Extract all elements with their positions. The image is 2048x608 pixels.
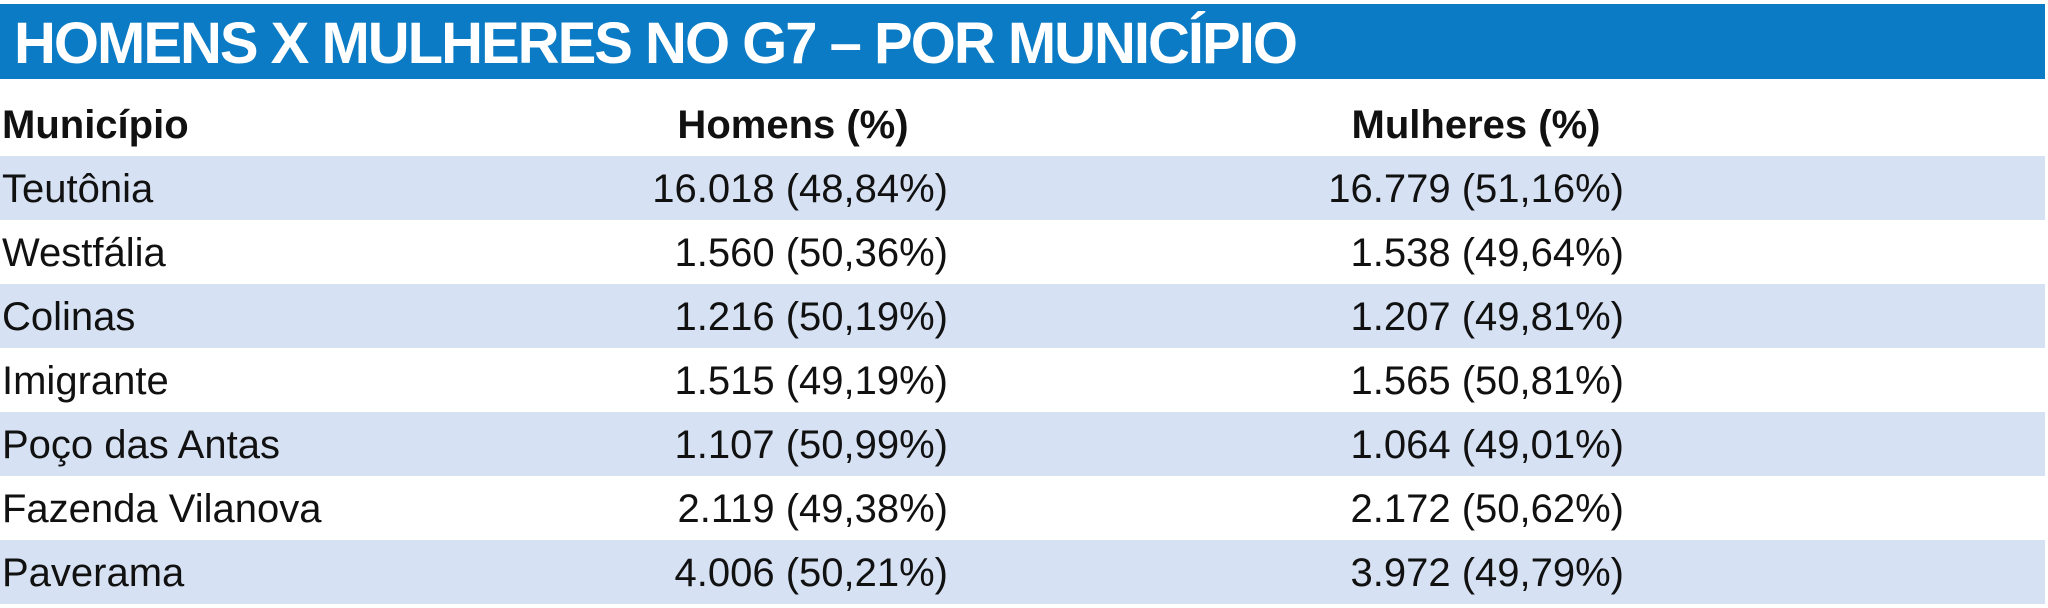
column-header: Mulheres (%): [1351, 103, 1601, 147]
table-cell: 1.565 (50,81%): [1350, 359, 1624, 403]
table-cell: 1.560 (50,36%): [674, 231, 948, 275]
title: HOMENS X MULHERES NO G7 – POR MUNICÍPIO: [14, 11, 1298, 76]
table-row: Fazenda Vilanova 2.119 (49,38%) 2.172 (50,…: [0, 476, 2045, 540]
table-row: Teutônia 16.018 (48,84%) 16.779 (51,16%): [0, 156, 2045, 220]
column-header: Município: [2, 103, 189, 147]
table-cell: Imigrante: [2, 359, 169, 403]
table-cell: 1.107 (50,99%): [674, 423, 948, 467]
table-row: Westfália 1.560 (50,36%) 1.538 (49,64%): [0, 220, 2045, 284]
table-row: Poço das Antas 1.107 (50,99%) 1.064 (49,01…: [0, 412, 2045, 476]
table-row: Colinas 1.216 (50,19%) 1.207 (49,81%): [0, 284, 2045, 348]
table-cell: 16.779 (51,16%): [1328, 167, 1624, 211]
table-cell: Poço das Antas: [2, 423, 280, 467]
table-cell: Paverama: [2, 551, 185, 595]
table-cell: 2.172 (50,62%): [1350, 487, 1624, 531]
column-header: Homens (%): [677, 103, 909, 147]
table-cell: Westfália: [2, 231, 166, 275]
table-cell: Teutônia: [2, 167, 154, 211]
table-cell: 1.538 (49,64%): [1350, 231, 1624, 275]
table-cell: 1.207 (49,81%): [1350, 295, 1624, 339]
table-cell: 2.119 (49,38%): [677, 487, 948, 531]
title-bar: HOMENS X MULHERES NO G7 – POR MUNICÍPIO: [0, 4, 2045, 79]
table-cell: 1.064 (49,01%): [1350, 423, 1624, 467]
header-row: Município Homens (%) Mulheres (%): [0, 92, 2045, 156]
table-cell: 1.216 (50,19%): [674, 295, 948, 339]
table-cell: Colinas: [2, 295, 136, 339]
table-cell: 3.972 (49,79%): [1350, 551, 1624, 595]
table-cell: 4.006 (50,21%): [674, 551, 948, 595]
table-cell: Fazenda Vilanova: [2, 487, 322, 531]
table-cell: 1.515 (49,19%): [674, 359, 948, 403]
table-row: Imigrante 1.515 (49,19%) 1.565 (50,81%): [0, 348, 2045, 412]
table-row: Paverama 4.006 (50,21%) 3.972 (49,79%): [0, 540, 2045, 604]
table-cell: 16.018 (48,84%): [652, 167, 948, 211]
